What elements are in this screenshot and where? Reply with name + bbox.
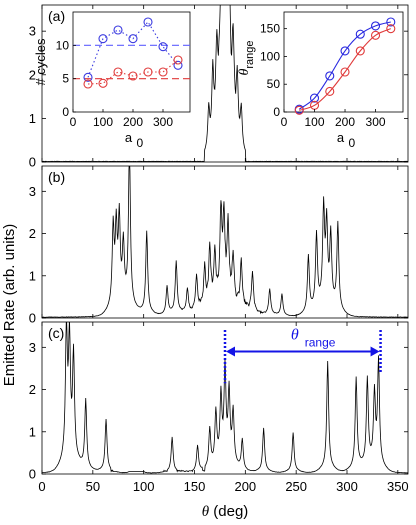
data-point [294,105,304,115]
data-point [143,67,153,77]
y-tick-label: 1 [29,111,36,126]
panel-frame [41,165,409,319]
data-point [113,25,123,35]
x-tick-label: 250 [285,479,307,494]
data-point [325,71,335,81]
panel-c: 0 50 100 150 200 250 300 350 0 1 2 3 (c) θ range [29,321,409,494]
series-line [87,59,179,85]
x-tick-label: 200 [123,115,143,129]
series-line [87,21,179,78]
data-point [309,93,320,103]
x-tick-label: 300 [153,115,173,129]
data-point [98,78,108,88]
data-point [83,72,93,82]
inset-x-label-subscript: 0 [349,136,356,150]
data-point [158,67,168,77]
y-axis-label: Emitted Rate (arb. units) [1,224,18,387]
data-point [143,17,153,27]
panel-label: (a) [48,8,65,24]
y-tick-label: 0 [29,467,36,482]
x-tick-label: 300 [336,479,358,494]
inset-y-label: θrange [237,40,256,75]
y-tick-label: 0 [62,105,69,119]
panel-label: (c) [48,325,64,341]
y-tick-label: 10 [56,38,70,52]
x-axis-label: θ (deg) [202,503,249,520]
x-tick-label: 100 [133,479,155,494]
panel-b: 0 1 2 3 (b) [29,165,409,326]
series-line [299,28,392,111]
y-tick-label: 150 [260,22,280,36]
y-tick-label: 3 [29,184,36,199]
data-point [98,34,108,44]
x-tick-label: 100 [304,115,324,129]
x-tick-label: 300 [366,115,386,129]
x-tick-label: 350 [387,479,409,494]
inset-x-label: a [125,130,133,145]
data-point [340,46,350,56]
x-tick-label: 50 [86,479,100,494]
x-tick-label: 0 [281,115,288,129]
y-tick-label: 2 [29,67,36,82]
inset-x-label: a [337,130,345,145]
data-point [173,55,183,65]
x-tick-label: 200 [234,479,256,494]
range-arrow-head-left [226,346,235,357]
range-arrow-head-right [370,346,380,357]
series-line [298,21,391,110]
inset-frame [72,11,191,113]
panel-frame [41,321,409,475]
data-point [340,67,350,77]
inset-frame [283,11,404,113]
y-tick-label: 1 [29,424,36,439]
y-tick-label: 3 [29,340,36,355]
data-point [113,67,123,77]
y-tick-label: 2 [29,382,36,397]
y-tick-label: 100 [260,49,280,63]
data-point [325,86,335,96]
y-tick-label: 0 [273,105,280,119]
y-tick-label: 5 [62,72,69,86]
panel-frame [41,4,409,163]
x-tick-label: 0 [70,115,77,129]
panel-label: (b) [48,169,65,185]
y-tick-label: 3 [29,24,36,39]
data-point [370,21,381,31]
inset-y-label: # cycles [33,38,48,85]
y-tick-label: 2 [29,226,36,241]
data-point [386,24,396,34]
y-tick-label: 0 [29,155,36,170]
data-point [83,79,93,89]
x-tick-label: 100 [93,115,113,129]
range-label-subscript: range [305,336,336,350]
axis-labels: Emitted Rate (arb. units) θ (deg) [1,224,248,520]
data-point [128,71,138,81]
data-point [173,60,183,70]
panel-a: 0 1 2 3 (a) [29,4,409,170]
data-point [158,42,168,52]
range-label: θ [291,327,299,344]
data-point [355,29,365,39]
data-point [386,17,396,27]
y-tick-label: 1 [29,268,36,283]
x-tick-label: 150 [184,479,206,494]
y-tick-label: 0 [29,311,36,326]
data-point [370,30,381,40]
data-point [128,34,138,44]
data-point [355,46,365,56]
y-tick-label: 50 [267,77,281,91]
inset-x-label-subscript: 0 [137,136,144,150]
signal-line [42,166,408,318]
x-tick-label: 200 [335,115,355,129]
x-tick-label: 0 [38,479,45,494]
